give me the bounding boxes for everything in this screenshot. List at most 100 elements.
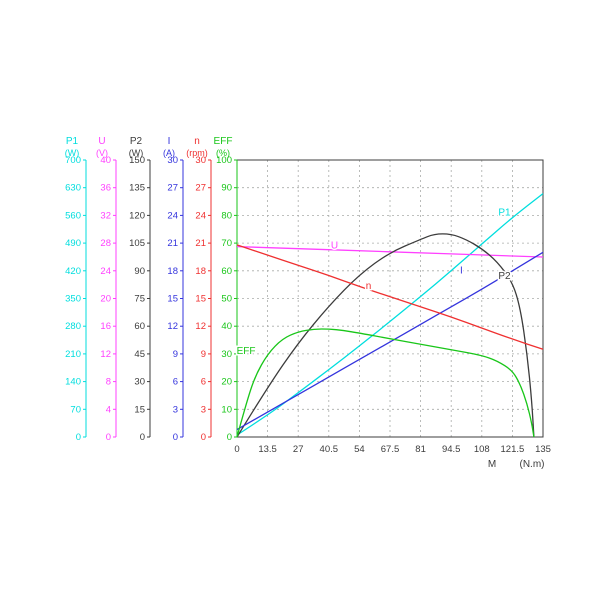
curve-label-I: I [460, 266, 463, 277]
y-axis-U: U(V) 0 4 8 12 16 20 24 28 32 36 40 [96, 136, 117, 443]
series-n [236, 244, 544, 350]
y-tick-label: 350 [65, 294, 81, 305]
y-tick-label: 6 [201, 377, 206, 388]
y-tick-label: 3 [173, 404, 178, 415]
x-tick-label: 40.5 [320, 444, 339, 455]
y-tick-label: 30 [221, 349, 232, 360]
y-tick-label: 40 [100, 155, 111, 166]
y-tick-label: 27 [167, 183, 178, 194]
y-tick-label: 18 [167, 266, 178, 277]
y-tick-label: 45 [134, 349, 145, 360]
x-tick-label: 13.5 [258, 444, 277, 455]
y-tick-label: 150 [129, 155, 145, 166]
x-axis-unit: (N.m) [520, 459, 545, 470]
y-tick-label: 490 [65, 238, 81, 249]
y-tick-label: 12 [195, 321, 206, 332]
y-tick-label: 15 [195, 294, 206, 305]
y-tick-label: 0 [227, 432, 232, 443]
y-tick-label: 21 [167, 238, 178, 249]
y-tick-label: 20 [221, 377, 232, 388]
x-tick-label: 108 [474, 444, 490, 455]
series-P2 [236, 233, 535, 438]
curve-label-P1: P1 [498, 207, 511, 218]
x-tick-label: 81 [415, 444, 426, 455]
y-tick-label: 4 [106, 404, 111, 415]
y-tick-label: 30 [167, 155, 178, 166]
y-axis-EFF: EFF(%) 0 10 20 30 40 50 60 70 80 90 100 [214, 136, 238, 443]
y-tick-label: 12 [167, 321, 178, 332]
y-tick-label: 700 [65, 155, 81, 166]
axis-unit: (V) [96, 148, 108, 158]
y-tick-label: 135 [129, 183, 145, 194]
series-EFF [236, 328, 535, 438]
series-P1 [236, 193, 544, 436]
y-axis-I: I(A) 0 3 6 9 12 15 18 21 24 27 30 [163, 136, 184, 443]
y-tick-label: 3 [201, 404, 206, 415]
axis-unit: (rpm) [186, 148, 208, 158]
y-tick-label: 24 [100, 266, 111, 277]
y-tick-label: 27 [195, 183, 206, 194]
x-tick-label: 54 [354, 444, 365, 455]
series-U [236, 245, 544, 258]
grid [237, 160, 543, 437]
axis-unit: (%) [216, 148, 230, 158]
curve-label-EFF: EFF [237, 346, 256, 357]
y-tick-label: 16 [100, 321, 111, 332]
y-tick-label: 0 [106, 432, 111, 443]
y-tick-label: 0 [201, 432, 206, 443]
curve-label-n: n [366, 281, 372, 292]
y-tick-label: 30 [195, 155, 206, 166]
y-tick-label: 18 [195, 266, 206, 277]
y-tick-label: 0 [173, 432, 178, 443]
x-tick-label: 27 [293, 444, 304, 455]
axis-name: P1 [66, 136, 79, 147]
y-tick-label: 40 [221, 321, 232, 332]
y-tick-label: 8 [106, 377, 111, 388]
y-tick-label: 9 [173, 349, 178, 360]
y-tick-label: 90 [221, 183, 232, 194]
y-tick-label: 80 [221, 210, 232, 221]
axis-name: P2 [130, 136, 143, 147]
y-tick-label: 210 [65, 349, 81, 360]
y-tick-label: 36 [100, 183, 111, 194]
y-tick-label: 560 [65, 210, 81, 221]
y-tick-label: 28 [100, 238, 111, 249]
x-axis-name: M [488, 459, 496, 470]
axis-name: n [194, 136, 200, 147]
y-tick-label: 60 [134, 321, 145, 332]
y-tick-label: 60 [221, 266, 232, 277]
x-tick-label: 135 [535, 444, 551, 455]
y-tick-label: 70 [70, 404, 81, 415]
axis-name: EFF [214, 136, 233, 147]
x-axis: 0 13.5 27 40.5 54 67.5 81 94.5 108 121.5 135 M (N.m) [234, 444, 551, 470]
y-tick-label: 0 [76, 432, 81, 443]
y-tick-label: 630 [65, 183, 81, 194]
x-tick-label: 94.5 [442, 444, 461, 455]
y-tick-label: 120 [129, 210, 145, 221]
y-tick-label: 100 [216, 155, 232, 166]
y-axis-n: n(rpm) 0 3 6 9 12 15 18 21 24 27 30 [186, 136, 212, 443]
y-tick-label: 24 [167, 210, 178, 221]
y-tick-label: 30 [134, 377, 145, 388]
axis-name: U [98, 136, 105, 147]
y-tick-label: 21 [195, 238, 206, 249]
y-tick-label: 10 [221, 404, 232, 415]
y-tick-label: 32 [100, 210, 111, 221]
y-tick-label: 105 [129, 238, 145, 249]
series-I [236, 251, 544, 431]
y-tick-label: 20 [100, 294, 111, 305]
y-tick-label: 140 [65, 377, 81, 388]
y-tick-label: 15 [167, 294, 178, 305]
y-tick-label: 0 [140, 432, 145, 443]
y-tick-label: 50 [221, 294, 232, 305]
axis-unit: (W) [129, 148, 144, 158]
x-tick-label: 121.5 [501, 444, 525, 455]
y-tick-label: 9 [201, 349, 206, 360]
y-tick-label: 420 [65, 266, 81, 277]
y-axis-P1: P1(W) 0 70 140 210 280 350 420 490 560 630 700 [65, 136, 87, 443]
curve-label-U: U [331, 241, 338, 252]
y-tick-label: 90 [134, 266, 145, 277]
curve-label-P2: P2 [498, 271, 511, 282]
